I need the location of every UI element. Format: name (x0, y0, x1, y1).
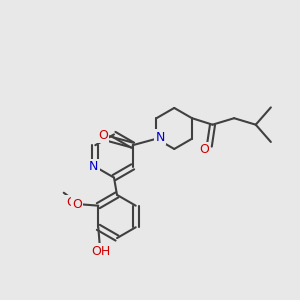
Text: O: O (199, 143, 209, 156)
Text: O: O (72, 198, 82, 211)
Text: O: O (98, 129, 108, 142)
Text: OH: OH (92, 244, 111, 257)
Text: N: N (155, 131, 165, 144)
Text: N: N (89, 160, 98, 173)
Text: O: O (66, 196, 76, 209)
